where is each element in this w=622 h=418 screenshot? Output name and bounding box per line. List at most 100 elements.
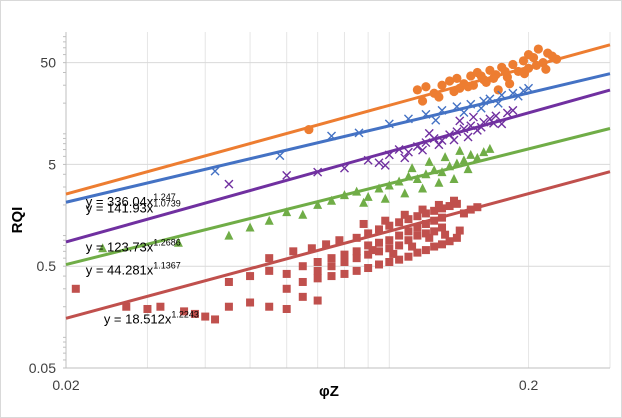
data-point: [459, 209, 468, 218]
y-axis-title: RQI: [9, 207, 26, 234]
x-axis-title: φZ: [319, 383, 339, 400]
data-point: [298, 262, 307, 271]
data-point: [375, 225, 384, 234]
data-point: [395, 218, 404, 227]
data-point: [438, 240, 447, 249]
data-point: [282, 207, 292, 217]
data-point: [385, 258, 394, 267]
data-point: [156, 302, 165, 311]
data-point: [375, 247, 384, 256]
data-point: [364, 229, 373, 238]
data-point: [335, 236, 344, 245]
data-point: [298, 292, 307, 301]
data-point: [468, 112, 478, 122]
x-tick-label: 0.2: [519, 377, 539, 393]
data-point: [327, 195, 337, 205]
data-point: [452, 233, 461, 242]
data-point: [412, 173, 422, 183]
data-point: [430, 206, 439, 215]
data-point: [395, 255, 404, 264]
data-point: [502, 108, 512, 118]
data-point: [404, 215, 413, 224]
data-point: [368, 246, 377, 255]
data-point: [518, 56, 529, 66]
data-point: [413, 212, 422, 221]
data-point: [431, 115, 441, 125]
data-point: [352, 254, 361, 263]
data-point: [246, 272, 255, 281]
data-point: [485, 143, 495, 153]
data-point: [224, 179, 234, 189]
data-point: [424, 128, 434, 138]
data-point: [313, 296, 322, 305]
data-point: [400, 188, 410, 198]
data-point: [395, 241, 404, 250]
y-tick-label: 5: [48, 156, 56, 172]
trendline: [65, 170, 611, 320]
data-point: [340, 250, 349, 259]
data-point: [445, 237, 454, 246]
data-point: [455, 226, 464, 235]
data-point: [307, 244, 316, 253]
equation-base: y = 44.281x: [86, 263, 154, 278]
data-point: [265, 266, 274, 275]
data-point: [327, 272, 336, 281]
data-point: [313, 266, 322, 275]
data-point: [264, 215, 274, 225]
data-point: [385, 244, 394, 253]
data-point: [359, 219, 368, 228]
data-point: [380, 160, 390, 170]
data-point: [434, 140, 444, 150]
data-point: [533, 44, 543, 54]
equation-exponent: 1.2686: [153, 238, 181, 248]
data-point: [352, 266, 361, 275]
data-point: [493, 85, 503, 95]
data-point: [404, 227, 413, 236]
data-point: [289, 247, 298, 256]
data-point: [541, 64, 551, 74]
data-point: [408, 242, 417, 251]
data-point: [245, 222, 255, 232]
data-point: [418, 183, 428, 193]
data-point: [407, 163, 417, 173]
data-point: [421, 246, 430, 255]
data-point: [375, 260, 384, 269]
data-point: [452, 73, 462, 84]
data-point: [265, 254, 274, 263]
data-point: [459, 155, 469, 165]
data-point: [380, 193, 390, 203]
data-point: [180, 307, 189, 316]
data-point: [455, 116, 465, 126]
data-point: [375, 238, 384, 247]
data-point: [211, 315, 220, 324]
data-point: [298, 209, 308, 219]
data-point: [444, 76, 455, 86]
data-point: [400, 210, 409, 219]
data-point: [122, 302, 131, 311]
trendline-equation: y = 123.73x1.2686: [86, 238, 181, 255]
y-tick-label: 50: [40, 55, 56, 71]
data-point: [437, 80, 447, 90]
data-point: [434, 92, 444, 102]
data-point: [340, 258, 349, 267]
data-point: [389, 249, 398, 258]
data-point: [430, 242, 439, 251]
data-point: [440, 152, 450, 162]
data-point: [528, 53, 539, 63]
data-point: [421, 229, 430, 238]
data-point: [385, 236, 394, 245]
data-point: [450, 196, 459, 205]
data-point: [441, 230, 450, 239]
data-point: [143, 304, 152, 313]
trendline: [65, 43, 611, 196]
equation-base: y = 141.93x: [86, 200, 154, 215]
data-point: [430, 216, 439, 225]
trendline-equation: y = 44.281x1.1367: [86, 261, 181, 278]
equation-base: y = 123.73x: [86, 240, 154, 255]
equation-base: y = 336.04x: [86, 194, 154, 209]
data-point: [71, 284, 80, 293]
data-point: [417, 96, 428, 106]
data-point: [313, 199, 323, 209]
data-point: [340, 269, 349, 278]
